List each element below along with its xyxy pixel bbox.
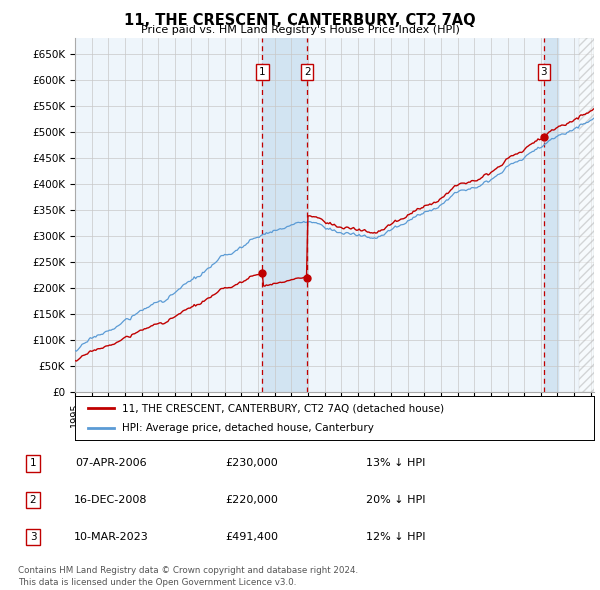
Text: 11, THE CRESCENT, CANTERBURY, CT2 7AQ: 11, THE CRESCENT, CANTERBURY, CT2 7AQ [124,13,476,28]
Text: Price paid vs. HM Land Registry's House Price Index (HPI): Price paid vs. HM Land Registry's House … [140,25,460,35]
Bar [544,38,558,392]
Text: 13% ↓ HPI: 13% ↓ HPI [367,458,425,468]
Text: 2: 2 [304,67,311,77]
Bar [579,38,594,392]
Text: 1: 1 [259,67,266,77]
Text: £491,400: £491,400 [226,532,278,542]
Text: 16-DEC-2008: 16-DEC-2008 [74,495,148,505]
Text: 1: 1 [29,458,37,468]
Text: 10-MAR-2023: 10-MAR-2023 [74,532,148,542]
Text: 12% ↓ HPI: 12% ↓ HPI [366,532,426,542]
Text: 20% ↓ HPI: 20% ↓ HPI [366,495,426,505]
Text: £230,000: £230,000 [226,458,278,468]
Text: HPI: Average price, detached house, Canterbury: HPI: Average price, detached house, Cant… [122,423,374,433]
Bar [262,38,307,392]
Text: 11, THE CRESCENT, CANTERBURY, CT2 7AQ (detached house): 11, THE CRESCENT, CANTERBURY, CT2 7AQ (d… [122,403,444,413]
Text: 07-APR-2006: 07-APR-2006 [75,458,147,468]
Text: 3: 3 [541,67,547,77]
Text: Contains HM Land Registry data © Crown copyright and database right 2024.: Contains HM Land Registry data © Crown c… [18,566,358,575]
Text: 2: 2 [29,495,37,505]
Text: £220,000: £220,000 [226,495,278,505]
Text: This data is licensed under the Open Government Licence v3.0.: This data is licensed under the Open Gov… [18,578,296,587]
Text: 3: 3 [29,532,37,542]
